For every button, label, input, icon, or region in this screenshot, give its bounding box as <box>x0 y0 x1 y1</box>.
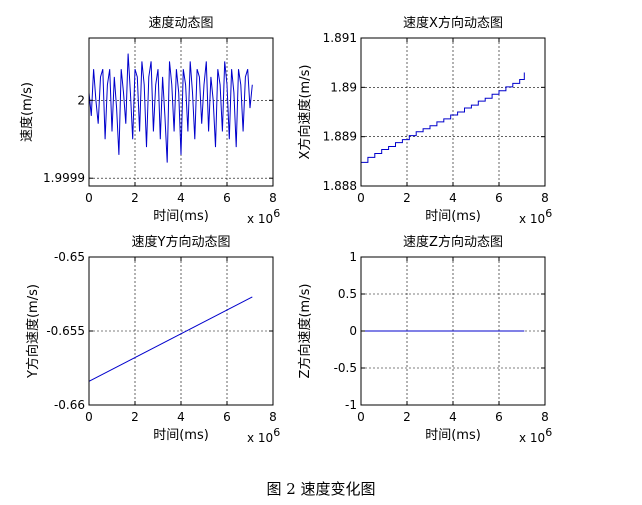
y-axis-label: 速度(m/s) <box>19 82 35 142</box>
x-tick-label: 0 <box>85 191 93 205</box>
y-tick-label: 1.9999 <box>43 171 85 185</box>
x-tick-label: 6 <box>495 410 503 424</box>
series-line <box>361 72 525 163</box>
y-axis-label: Y方向速度(m/s) <box>25 284 41 379</box>
x-tick-label: 8 <box>269 410 277 424</box>
y-tick-label: 1.89 <box>330 80 357 94</box>
y-axis-label: X方向速度(m/s) <box>297 65 313 160</box>
series-line <box>88 53 253 163</box>
x-tick-label: 0 <box>357 191 365 205</box>
x-tick-label: 0 <box>357 410 365 424</box>
x-tick-label: 6 <box>495 191 503 205</box>
y-tick-label: -1 <box>345 398 357 412</box>
y-tick-label: 1 <box>349 250 357 264</box>
chart-title: 速度X方向动态图 <box>403 15 503 31</box>
y-tick-label: -0.655 <box>46 324 85 338</box>
x-tick-label: 8 <box>541 191 549 205</box>
x-axis-exponent: x 106 <box>519 426 552 445</box>
x-axis-label: 时间(ms) <box>425 428 481 443</box>
y-tick-label: 1.888 <box>323 179 357 193</box>
y-tick-label: -0.5 <box>334 361 357 375</box>
y-tick-label: 0 <box>349 324 357 338</box>
x-axis-exponent: x 106 <box>247 207 280 226</box>
y-axis-label: Z方向速度(m/s) <box>297 284 313 379</box>
x-tick-label: 0 <box>85 410 93 424</box>
x-exponent-base: x 10 <box>247 431 273 445</box>
x-tick-label: 4 <box>177 410 185 424</box>
x-tick-label: 6 <box>223 410 231 424</box>
x-axis-exponent: x 106 <box>519 207 552 226</box>
x-tick-label: 4 <box>177 191 185 205</box>
x-tick-label: 8 <box>269 191 277 205</box>
x-tick-label: 2 <box>131 410 139 424</box>
x-axis-label: 时间(ms) <box>153 209 209 224</box>
y-tick-label: -0.66 <box>54 398 85 412</box>
x-axis-label: 时间(ms) <box>153 428 209 443</box>
x-tick-label: 2 <box>403 410 411 424</box>
x-tick-label: 6 <box>223 191 231 205</box>
x-exponent-power: 6 <box>273 207 280 220</box>
x-exponent-base: x 10 <box>519 212 545 226</box>
y-tick-label: 2 <box>77 93 85 107</box>
chart-title: 速度Z方向动态图 <box>403 234 503 250</box>
x-exponent-power: 6 <box>545 207 552 220</box>
series-line <box>88 296 253 382</box>
x-tick-label: 4 <box>449 191 457 205</box>
x-tick-label: 2 <box>403 191 411 205</box>
x-exponent-base: x 10 <box>247 212 273 226</box>
y-tick-label: -0.65 <box>54 250 85 264</box>
y-tick-label: 1.891 <box>323 31 357 45</box>
y-tick-label: 1.889 <box>323 130 357 144</box>
x-axis-label: 时间(ms) <box>425 209 481 224</box>
x-tick-label: 2 <box>131 191 139 205</box>
x-tick-label: 8 <box>541 410 549 424</box>
figure-caption: 图 2 速度变化图 <box>266 480 376 498</box>
x-axis-exponent: x 106 <box>247 426 280 445</box>
chart-title: 速度动态图 <box>148 15 213 31</box>
x-exponent-power: 6 <box>545 426 552 439</box>
x-exponent-base: x 10 <box>519 431 545 445</box>
x-exponent-power: 6 <box>273 426 280 439</box>
chart-title: 速度Y方向动态图 <box>132 234 231 250</box>
x-tick-label: 4 <box>449 410 457 424</box>
y-tick-label: 0.5 <box>338 287 357 301</box>
